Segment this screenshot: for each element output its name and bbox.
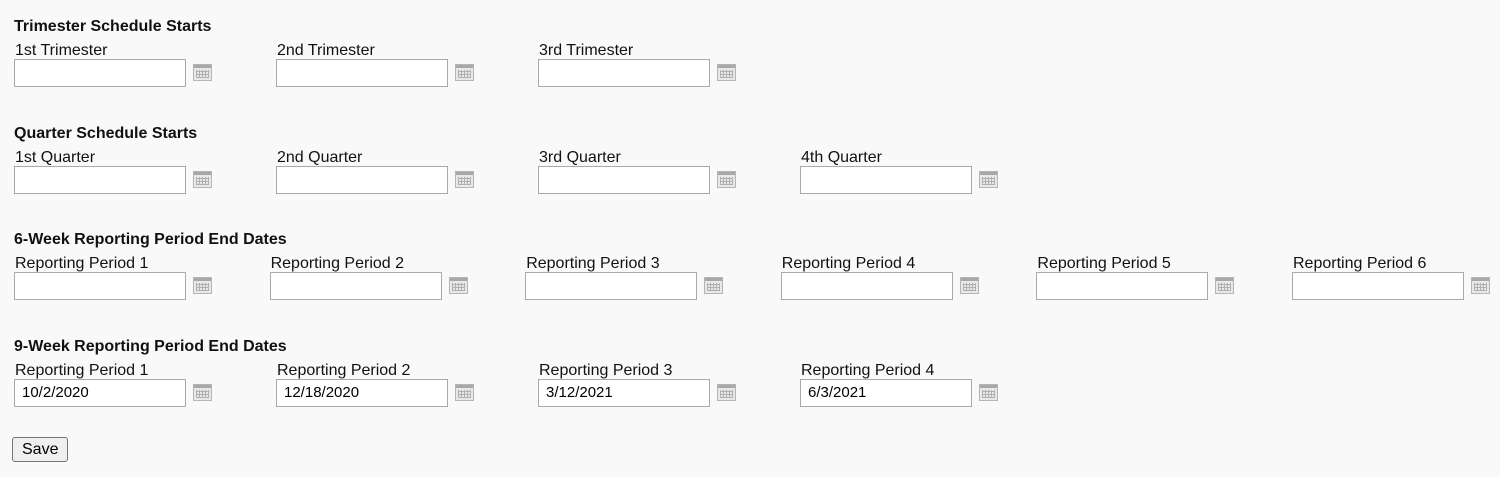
section-title: 9-Week Reporting Period End Dates <box>14 338 287 355</box>
date-input[interactable] <box>269 272 442 300</box>
date-input[interactable]: 12/18/2020 <box>276 379 448 407</box>
date-input[interactable] <box>538 59 710 87</box>
date-input[interactable]: 3/12/2021 <box>538 379 710 407</box>
calendar-icon[interactable] <box>717 384 736 401</box>
field-label: Reporting Period 5 <box>1037 255 1171 272</box>
date-input[interactable] <box>14 166 186 194</box>
calendar-icon[interactable] <box>193 384 212 401</box>
date-input[interactable] <box>800 166 972 194</box>
calendar-icon[interactable] <box>193 277 212 294</box>
field-label: Reporting Period 3 <box>526 255 660 272</box>
field-label: Reporting Period 3 <box>539 362 673 379</box>
date-input[interactable] <box>276 166 448 194</box>
field-label: Reporting Period 1 <box>15 255 149 272</box>
section-title: 6-Week Reporting Period End Dates <box>14 231 287 248</box>
date-input[interactable] <box>14 59 186 87</box>
section-title: Quarter Schedule Starts <box>14 125 198 142</box>
field-label: 3rd Quarter <box>539 149 621 166</box>
calendar-icon[interactable] <box>717 171 736 188</box>
save-button[interactable]: Save <box>12 437 69 462</box>
date-input[interactable]: 6/3/2021 <box>800 379 972 407</box>
calendar-icon[interactable] <box>979 171 998 188</box>
calendar-icon[interactable] <box>704 277 724 294</box>
field-label: Reporting Period 4 <box>781 255 916 272</box>
calendar-icon[interactable] <box>455 64 474 81</box>
calendar-icon[interactable] <box>1471 277 1490 294</box>
field-label: Reporting Period 2 <box>270 255 405 272</box>
date-input[interactable] <box>276 59 448 87</box>
calendar-icon[interactable] <box>1215 277 1235 294</box>
field-label: 1st Trimester <box>15 42 108 59</box>
calendar-icon[interactable] <box>959 277 979 294</box>
date-input[interactable] <box>1036 272 1209 300</box>
field-label: Reporting Period 2 <box>277 362 411 379</box>
calendar-icon[interactable] <box>455 384 474 401</box>
calendar-icon[interactable] <box>455 171 474 188</box>
date-input[interactable] <box>780 272 953 300</box>
field-label: Reporting Period 6 <box>1293 255 1427 272</box>
date-input[interactable] <box>14 272 186 300</box>
calendar-icon[interactable] <box>717 64 736 81</box>
calendar-icon[interactable] <box>448 277 468 294</box>
calendar-icon[interactable] <box>979 384 998 401</box>
date-input[interactable] <box>1292 272 1464 300</box>
date-input[interactable]: 10/2/2020 <box>14 379 186 407</box>
field-label: Reporting Period 4 <box>801 362 935 379</box>
date-input[interactable] <box>525 272 698 300</box>
date-input[interactable] <box>538 166 710 194</box>
field-label: 4th Quarter <box>801 149 882 166</box>
section-title: Trimester Schedule Starts <box>14 18 212 35</box>
field-label: Reporting Period 1 <box>15 362 149 379</box>
field-label: 2nd Quarter <box>277 149 363 166</box>
field-label: 3rd Trimester <box>539 42 634 59</box>
field-label: 1st Quarter <box>15 149 96 166</box>
calendar-icon[interactable] <box>193 171 212 188</box>
calendar-icon[interactable] <box>193 64 212 81</box>
field-label: 2nd Trimester <box>277 42 375 59</box>
